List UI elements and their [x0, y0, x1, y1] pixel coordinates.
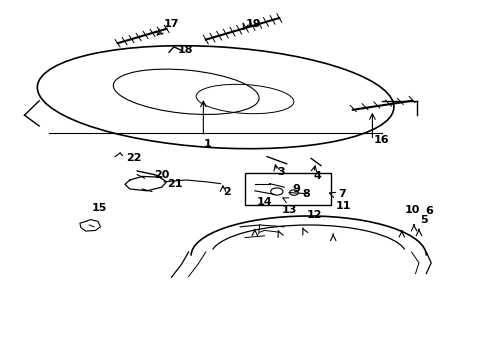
Text: 16: 16: [373, 135, 389, 145]
Text: 3: 3: [277, 167, 285, 177]
Text: 8: 8: [303, 189, 311, 199]
Bar: [245, 173, 331, 205]
Text: 15: 15: [92, 203, 107, 213]
Text: 1: 1: [203, 139, 211, 149]
Text: 6: 6: [425, 206, 433, 216]
Text: 17: 17: [164, 19, 180, 30]
Text: 14: 14: [257, 197, 272, 207]
Text: 2: 2: [223, 186, 231, 197]
Text: 12: 12: [307, 210, 322, 220]
Text: 10: 10: [404, 204, 419, 215]
Text: 4: 4: [314, 171, 321, 181]
Text: 5: 5: [420, 215, 428, 225]
Text: 18: 18: [177, 45, 193, 55]
Text: 9: 9: [292, 184, 300, 194]
Text: 21: 21: [168, 179, 183, 189]
Text: 13: 13: [282, 204, 297, 215]
Text: 11: 11: [336, 201, 351, 211]
Text: 7: 7: [338, 189, 346, 199]
Text: 19: 19: [246, 19, 262, 30]
Text: 22: 22: [126, 153, 142, 163]
Text: 20: 20: [154, 170, 170, 180]
